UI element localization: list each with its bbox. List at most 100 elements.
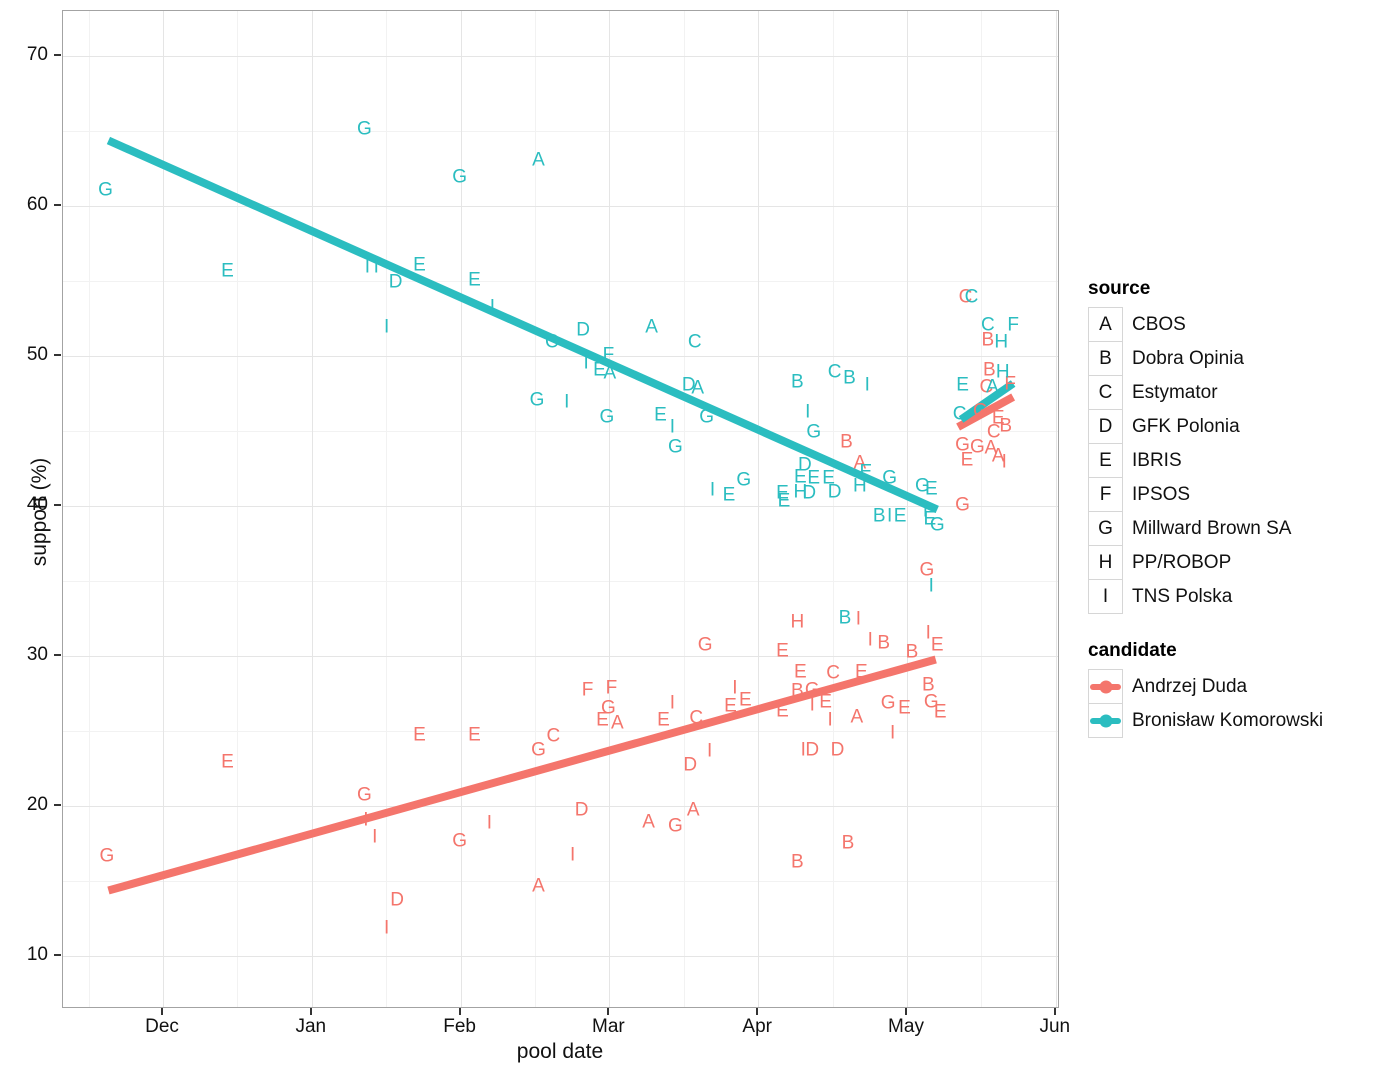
data-point-duda-A: A — [991, 445, 1005, 466]
gridline-y-major — [63, 956, 1058, 957]
y-tick-label-60: 60 — [26, 194, 48, 215]
data-point-duda-A: A — [532, 875, 545, 897]
data-point-komorowski-G: G — [736, 469, 752, 490]
plot-panel — [62, 10, 1059, 1008]
legend-key-F: F — [1088, 477, 1123, 512]
data-point-duda-I: I — [827, 709, 833, 730]
data-point-komorowski-E: E — [468, 269, 481, 291]
data-point-duda-I: I — [372, 826, 378, 847]
data-point-duda-F: F — [1004, 373, 1016, 394]
gridline-y-minor — [63, 281, 1058, 282]
data-point-duda-C: C — [979, 376, 994, 397]
data-point-komorowski-E: E — [654, 404, 667, 426]
y-tick-label-20: 20 — [26, 794, 48, 815]
data-point-duda-E: E — [221, 751, 234, 772]
data-point-duda-B: B — [905, 641, 919, 663]
data-point-komorowski-E: E — [794, 466, 807, 487]
data-point-komorowski-I: I — [489, 296, 495, 318]
data-point-komorowski-E: E — [822, 467, 835, 489]
data-point-duda-I: I — [925, 622, 931, 643]
data-point-komorowski-A: A — [532, 149, 545, 171]
data-point-duda-E: E — [855, 661, 868, 682]
data-point-komorowski-G: G — [98, 179, 113, 201]
y-tick-mark — [54, 354, 61, 356]
data-point-duda-E: E — [738, 689, 752, 711]
y-tick-label-70: 70 — [26, 44, 48, 65]
legend-candidate-items: Andrzej Duda Bronisław Komorowski — [1088, 669, 1323, 738]
x-tick-label-Jun: Jun — [1039, 1016, 1071, 1037]
legend-label-E: IBRIS — [1132, 449, 1182, 471]
data-point-komorowski-E: E — [924, 478, 938, 499]
legend-key-D: D — [1088, 409, 1123, 444]
data-point-komorowski-G: G — [929, 514, 945, 535]
point-swatch — [1099, 714, 1112, 727]
data-point-duda-E: E — [776, 700, 789, 721]
data-point-duda-H: H — [790, 611, 805, 633]
point-swatch — [1099, 680, 1112, 693]
data-point-duda-D: D — [390, 889, 404, 910]
data-point-duda-B: B — [877, 632, 891, 654]
gridline-x-minor — [237, 11, 239, 1007]
data-point-duda-I: I — [570, 844, 576, 865]
data-point-komorowski-B: B — [838, 607, 852, 628]
legend-source-item-F: F IPSOS — [1088, 477, 1291, 512]
data-point-duda-F: F — [581, 679, 594, 700]
gridline-x-major — [163, 11, 164, 1007]
legend-label-I: TNS Polska — [1132, 585, 1233, 607]
data-point-komorowski-I: I — [583, 352, 589, 373]
x-tick-label-Feb: Feb — [443, 1016, 476, 1037]
gridline-x-major — [311, 11, 313, 1007]
y-tick-mark — [54, 654, 61, 656]
data-point-duda-A: A — [984, 437, 998, 459]
data-point-komorowski-I: I — [373, 256, 379, 277]
data-point-komorowski-E: E — [221, 260, 234, 282]
data-point-duda-G: G — [356, 784, 372, 805]
data-point-komorowski-A: A — [603, 362, 617, 384]
gridline-y-major — [63, 206, 1058, 207]
gridline-x-minor — [683, 11, 685, 1007]
data-point-komorowski-H: H — [994, 331, 1009, 352]
data-point-duda-I: I — [669, 692, 676, 714]
data-point-duda-I: I — [384, 917, 390, 939]
data-point-duda-E: E — [413, 724, 426, 745]
data-point-duda-E: E — [724, 695, 737, 717]
data-point-komorowski-E: E — [923, 508, 937, 529]
data-point-duda-I: I — [732, 677, 738, 699]
x-tick-mark — [458, 1008, 461, 1015]
data-point-duda-A: A — [642, 811, 655, 832]
data-point-komorowski-I: I — [928, 575, 934, 597]
data-point-komorowski-D: D — [802, 482, 817, 504]
x-tick-label-Apr: Apr — [742, 1016, 772, 1037]
data-point-komorowski-E: E — [807, 467, 821, 489]
data-point-duda-B: B — [841, 832, 855, 853]
data-point-komorowski-B: B — [872, 505, 886, 526]
data-point-duda-D: D — [805, 739, 820, 760]
legend-key-B: B — [1088, 341, 1123, 376]
x-axis-title: pool date — [516, 1040, 604, 1063]
gridline-x-major — [758, 11, 760, 1007]
data-point-duda-B: B — [981, 329, 995, 351]
data-point-komorowski-A: A — [645, 316, 658, 337]
x-tick-label-Jan: Jan — [295, 1016, 327, 1037]
legend-label-F: IPSOS — [1132, 483, 1191, 505]
data-point-duda-I: I — [486, 812, 492, 834]
data-point-komorowski-F: F — [1007, 314, 1019, 336]
data-point-komorowski-D: D — [681, 374, 696, 396]
data-point-komorowski-G: G — [667, 436, 683, 457]
data-point-duda-B: B — [921, 674, 935, 696]
legend-source-items: A CBOS B Dobra Opinia C Estymator D GFK Polonia… — [1088, 307, 1291, 614]
data-point-komorowski-G: G — [599, 406, 615, 427]
data-point-komorowski-G: G — [529, 389, 545, 411]
data-point-komorowski-G: G — [882, 467, 898, 489]
data-point-duda-G: G — [923, 691, 939, 712]
data-point-komorowski-I: I — [864, 374, 870, 396]
data-point-duda-E: E — [960, 449, 974, 471]
x-tick-mark — [1053, 1008, 1056, 1015]
data-point-duda-I: I — [706, 740, 713, 762]
data-point-duda-E: E — [933, 701, 947, 723]
legend-candidate-key-komorowski — [1088, 703, 1123, 738]
data-point-duda-B: B — [840, 431, 853, 453]
x-tick-mark — [905, 1008, 907, 1015]
data-point-duda-D: D — [683, 754, 698, 775]
